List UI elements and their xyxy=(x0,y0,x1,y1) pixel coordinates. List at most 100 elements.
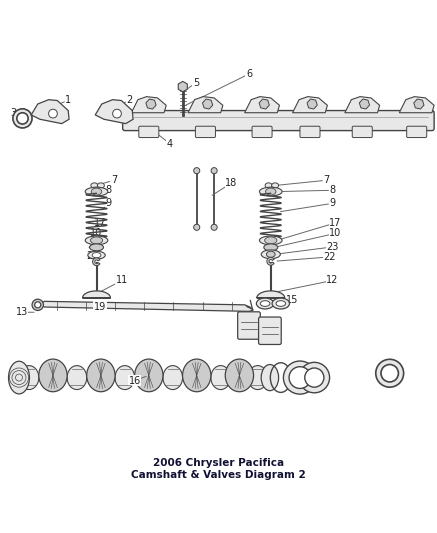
Circle shape xyxy=(17,112,28,124)
Circle shape xyxy=(13,109,32,128)
Ellipse shape xyxy=(211,366,230,390)
Ellipse shape xyxy=(272,298,289,309)
Polygon shape xyxy=(399,96,434,112)
Ellipse shape xyxy=(261,250,281,259)
Text: 16: 16 xyxy=(129,376,141,386)
Text: 4: 4 xyxy=(166,139,173,149)
Text: 9: 9 xyxy=(329,198,336,208)
Text: 7: 7 xyxy=(323,175,329,185)
Polygon shape xyxy=(292,96,327,112)
Ellipse shape xyxy=(211,167,217,174)
Text: 23: 23 xyxy=(326,242,339,252)
Ellipse shape xyxy=(90,237,103,244)
Ellipse shape xyxy=(276,301,286,306)
Ellipse shape xyxy=(85,236,108,245)
Text: 10: 10 xyxy=(329,229,341,238)
FancyBboxPatch shape xyxy=(259,317,281,344)
Ellipse shape xyxy=(88,251,105,259)
Ellipse shape xyxy=(39,359,67,392)
Ellipse shape xyxy=(97,183,104,188)
Ellipse shape xyxy=(19,366,39,390)
Text: 10: 10 xyxy=(90,229,103,238)
Ellipse shape xyxy=(163,366,183,390)
Ellipse shape xyxy=(113,109,121,118)
Polygon shape xyxy=(132,96,166,112)
Ellipse shape xyxy=(248,366,267,390)
Ellipse shape xyxy=(67,366,87,390)
Text: 22: 22 xyxy=(86,251,98,261)
Ellipse shape xyxy=(49,109,57,118)
Text: 13: 13 xyxy=(15,307,28,317)
Text: 20: 20 xyxy=(386,364,398,374)
Text: 22: 22 xyxy=(323,252,336,262)
Text: 1: 1 xyxy=(65,95,71,105)
Text: 2: 2 xyxy=(126,95,132,105)
Text: 17: 17 xyxy=(94,218,106,228)
Ellipse shape xyxy=(267,251,275,257)
Ellipse shape xyxy=(225,359,253,392)
Wedge shape xyxy=(93,258,100,265)
FancyBboxPatch shape xyxy=(238,312,260,339)
Ellipse shape xyxy=(90,244,104,251)
Ellipse shape xyxy=(211,224,217,230)
Text: 5: 5 xyxy=(193,78,199,87)
Ellipse shape xyxy=(91,183,98,188)
Polygon shape xyxy=(95,100,133,124)
Polygon shape xyxy=(83,291,111,298)
Polygon shape xyxy=(41,301,253,311)
FancyBboxPatch shape xyxy=(139,126,159,138)
Circle shape xyxy=(284,361,316,394)
Ellipse shape xyxy=(85,187,108,196)
Circle shape xyxy=(305,368,324,387)
Text: 19: 19 xyxy=(94,302,106,312)
Ellipse shape xyxy=(260,236,282,245)
Text: 18: 18 xyxy=(225,178,238,188)
FancyBboxPatch shape xyxy=(252,126,272,138)
Ellipse shape xyxy=(135,359,163,392)
Text: 9: 9 xyxy=(106,198,112,208)
Text: 17: 17 xyxy=(329,218,341,228)
Text: 12: 12 xyxy=(326,276,339,286)
Ellipse shape xyxy=(260,187,282,196)
Ellipse shape xyxy=(257,298,274,309)
Ellipse shape xyxy=(261,365,279,391)
Polygon shape xyxy=(31,100,69,124)
FancyBboxPatch shape xyxy=(123,110,434,131)
Polygon shape xyxy=(245,96,280,112)
Ellipse shape xyxy=(183,359,211,392)
Text: 14: 14 xyxy=(251,318,263,328)
Text: 11: 11 xyxy=(116,276,128,286)
Text: 24: 24 xyxy=(87,240,100,250)
Polygon shape xyxy=(345,96,380,112)
Ellipse shape xyxy=(87,359,115,392)
Ellipse shape xyxy=(265,183,272,188)
Circle shape xyxy=(376,359,404,387)
Text: 15: 15 xyxy=(285,295,298,305)
Ellipse shape xyxy=(9,361,29,394)
Ellipse shape xyxy=(260,301,270,306)
Text: 3: 3 xyxy=(10,108,16,118)
Circle shape xyxy=(299,362,329,393)
Text: 6: 6 xyxy=(246,69,252,79)
Polygon shape xyxy=(188,96,223,112)
Circle shape xyxy=(35,302,41,308)
Ellipse shape xyxy=(266,188,276,195)
Text: 8: 8 xyxy=(106,185,112,195)
Circle shape xyxy=(381,365,399,382)
Text: 2006 Chrysler Pacifica
Camshaft & Valves Diagram 2: 2006 Chrysler Pacifica Camshaft & Valves… xyxy=(131,458,306,480)
FancyBboxPatch shape xyxy=(195,126,215,138)
Wedge shape xyxy=(267,257,274,265)
Polygon shape xyxy=(257,291,285,298)
Circle shape xyxy=(289,367,311,389)
FancyBboxPatch shape xyxy=(352,126,372,138)
Ellipse shape xyxy=(264,244,278,251)
Ellipse shape xyxy=(272,183,279,188)
Ellipse shape xyxy=(91,188,102,195)
Ellipse shape xyxy=(194,167,200,174)
Ellipse shape xyxy=(92,253,101,258)
Text: 21: 21 xyxy=(307,376,319,386)
Text: 7: 7 xyxy=(111,175,117,185)
Text: 8: 8 xyxy=(329,185,336,195)
FancyBboxPatch shape xyxy=(300,126,320,138)
Circle shape xyxy=(32,299,43,311)
